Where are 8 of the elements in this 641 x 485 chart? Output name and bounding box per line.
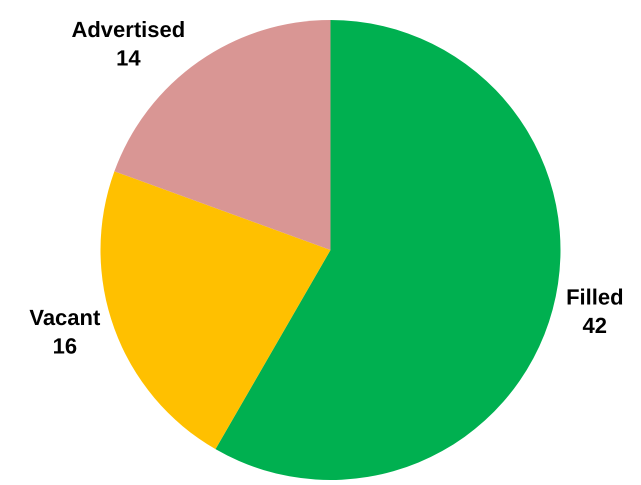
pie-slice: [100, 171, 330, 450]
pie-slice: [216, 20, 560, 480]
data-label: 14: [116, 45, 142, 70]
slice-label: Filled: [566, 284, 624, 310]
slice-label: Vacant: [29, 305, 101, 330]
data-label: 16: [52, 334, 78, 359]
slice-label: Advertised: [71, 16, 186, 42]
data-label: 42: [582, 313, 608, 338]
